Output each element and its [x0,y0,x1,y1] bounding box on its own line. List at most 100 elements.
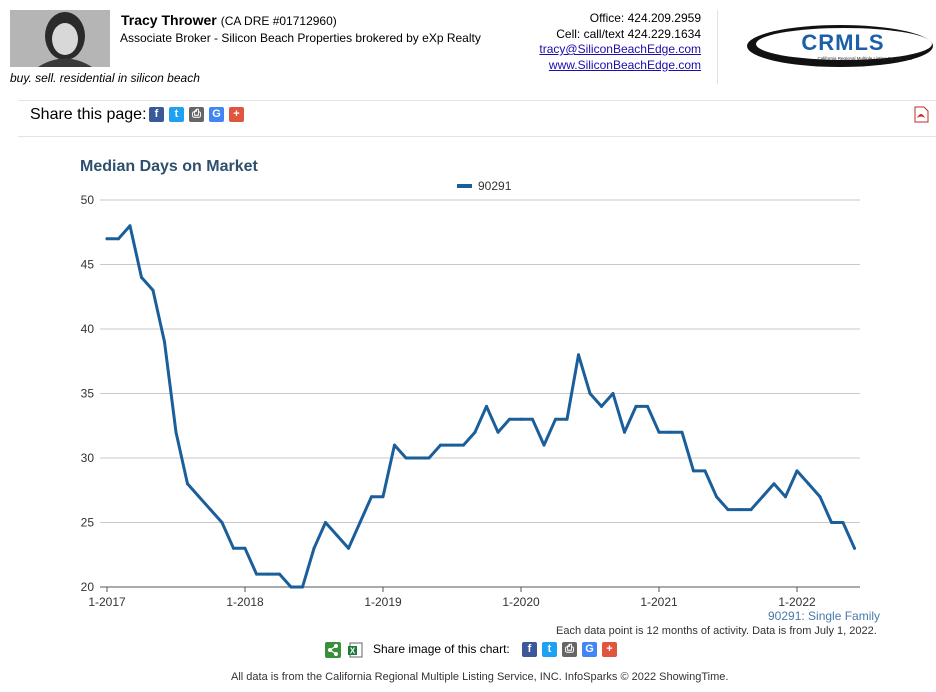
data-point [588,392,592,395]
x-tick-label: 1-2022 [778,595,816,609]
divider-top [18,100,936,101]
data-point [473,430,477,434]
crmls-logo: CRMLS California Regional Multiple Listi… [745,22,935,70]
data-point [761,495,764,499]
agent-name: Tracy Thrower (CA DRE #01712960) [121,12,337,28]
x-tick-label: 1-2020 [502,595,540,609]
data-point [128,224,132,228]
y-tick-label: 45 [81,258,95,272]
svg-text:X: X [350,647,356,656]
data-point [795,469,799,473]
google-icon[interactable]: G [582,642,597,657]
data-point [278,572,281,576]
data-point [301,585,304,589]
logo-subtext: California Regional Multiple Listing Ser… [817,56,912,61]
data-point [324,521,327,524]
data-point [692,469,695,473]
data-point [542,443,546,447]
divider-bottom [18,136,936,137]
data-point [243,546,247,550]
data-point [151,288,155,292]
data-point [669,430,672,434]
agent-dre: (CA DRE #01712960) [220,14,337,28]
print-icon[interactable]: ⎙ [189,107,204,122]
footer-text: All data is from the California Regional… [231,671,729,683]
share-icon[interactable] [325,642,341,658]
data-point [485,404,488,408]
add-icon[interactable]: + [229,107,244,122]
x-tick-label: 1-2021 [640,595,678,609]
data-point [358,521,362,524]
data-point [749,508,753,512]
data-point [565,417,569,421]
data-point [427,456,431,460]
logo-text: CRMLS [801,30,884,55]
data-point [531,417,534,421]
cell-phone: Cell: call/text 424.229.1634 [556,26,701,41]
data-point [830,521,833,524]
twitter-icon[interactable]: t [169,107,184,122]
data-point [335,533,339,537]
data-point [220,521,224,524]
chart-title: Median Days on Market [80,158,258,175]
data-point [738,508,741,512]
tagline: buy. sell. residential in silicon beach [10,71,200,85]
data-point [393,443,396,447]
office-phone: Office: 424.209.2959 [589,11,701,25]
header-divider [717,10,718,84]
data-point [174,430,178,434]
contact-block: Office: 424.209.2959 Cell: call/text 424… [539,11,701,73]
data-point [496,430,500,434]
data-point [807,482,810,486]
series-description: 90291: Single Family [768,609,881,623]
y-tick-label: 20 [81,580,95,594]
data-point [715,495,718,499]
data-point [508,417,511,421]
data-point [439,443,442,447]
data-point [703,469,707,473]
print-icon[interactable]: ⎙ [562,642,577,657]
data-point [853,546,856,550]
data-point [519,417,523,421]
data-point [634,404,638,408]
pdf-icon[interactable] [913,106,929,123]
facebook-icon[interactable]: f [149,107,164,122]
share-page-label: Share this page: [30,106,147,123]
data-point [416,456,419,460]
website-link[interactable]: www.SiliconBeachEdge.com [548,57,701,72]
data-point [577,353,580,357]
x-axis: 1-2017 1-2018 1-2019 1-2020 1-2021 1-2022 [88,587,816,609]
data-point [266,572,270,576]
data-point [370,495,373,499]
data-point [186,482,189,486]
y-tick-label: 40 [81,322,95,336]
data-point [784,495,787,499]
data-point [554,417,557,421]
data-point [163,340,166,344]
data-point [381,495,385,499]
x-tick-label: 1-2018 [226,595,264,609]
legend: 90291 [457,179,512,193]
data-point [726,508,730,512]
twitter-icon[interactable]: t [542,642,557,657]
y-tick-label: 50 [81,193,95,207]
data-point [197,495,201,499]
share-image-label: Share image of this chart: [373,642,510,656]
data-point [117,237,120,241]
agent-name-text: Tracy Thrower [121,12,217,28]
data-point [232,546,235,550]
y-tick-label: 35 [81,387,95,401]
y-tick-label: 25 [81,516,95,530]
agent-photo [10,10,110,67]
add-icon[interactable]: + [602,642,617,657]
google-icon[interactable]: G [209,107,224,122]
data-point [289,585,293,589]
excel-icon[interactable]: X [347,642,363,658]
agent-role: Associate Broker - Silicon Beach Propert… [120,31,481,45]
facebook-icon[interactable]: f [522,642,537,657]
email-link[interactable]: tracy@SiliconBeachEdge.com [539,42,701,56]
series-layer [105,224,856,589]
data-point [347,546,350,550]
y-tick-label: 30 [81,451,95,465]
